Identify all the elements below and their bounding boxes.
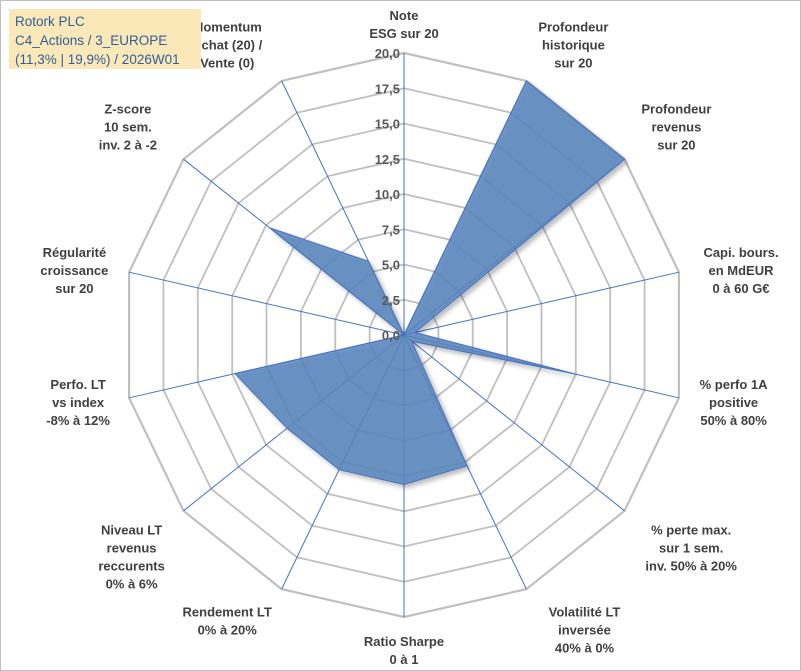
title-line-company: Rotork PLC [15,14,85,29]
axis-label: Z-score 10 sem. inv. 2 à -2 [99,101,157,152]
tick-label: 12,5 [375,152,400,167]
axis-label: Perfo. LT vs index -8% à 12% [46,377,110,428]
title-line-category: C4_Actions / 3_EUROPE [15,33,168,48]
axis-labels: Note ESG sur 20 Profondeur historique sur 20… [40,8,778,667]
series-area [233,80,626,486]
axis-spoke [403,271,680,336]
axis-label: Niveau LT revenus reccurents 0% à 6% [98,523,164,592]
tick-label: 15,0 [375,117,400,132]
axis-label: Rendement LT 0% à 20% [183,605,272,638]
axis-spoke [403,334,625,512]
axis-label: Momentum Achat (20) / Vente (0) [192,19,262,70]
axis-label: % perte max. sur 1 sem. inv. 50% à 20% [645,523,737,574]
tick-label: 10,0 [375,187,400,202]
tick-label: 20,0 [375,46,400,61]
radial-tick-labels: 0,0 2,5 5,0 7,5 10,0 12,5 15,0 17,5 20,0 [375,46,400,343]
radar-series [233,80,626,486]
tick-label: 17,5 [375,81,400,96]
tick-label: 5,0 [382,258,400,273]
tick-label: 2,5 [382,293,400,308]
tick-label: 0,0 [382,328,400,343]
axis-spoke [128,271,405,336]
tick-label: 7,5 [382,222,400,237]
axis-label: Capi. bours. en MdEUR 0 à 60 G€ [703,245,778,296]
axis-label: Profondeur revenus sur 20 [641,101,711,152]
axis-label: Régularité croissance sur 20 [40,245,108,296]
axis-label: % perfo 1A positive 50% à 80% [700,377,769,428]
title-line-stats: (11,3% | 19,9%) / 2026W01 [15,52,180,67]
chart-title-box: Rotork PLC C4_Actions / 3_EUROPE (11,3% … [9,9,201,69]
axis-label: Profondeur historique sur 20 [538,19,608,70]
axis-label: Volatilité LT inversée 40% à 0% [549,605,621,656]
axis-label: Note ESG sur 20 [369,8,438,41]
axis-label: Ratio Sharpe 0 à 1 [364,634,444,667]
